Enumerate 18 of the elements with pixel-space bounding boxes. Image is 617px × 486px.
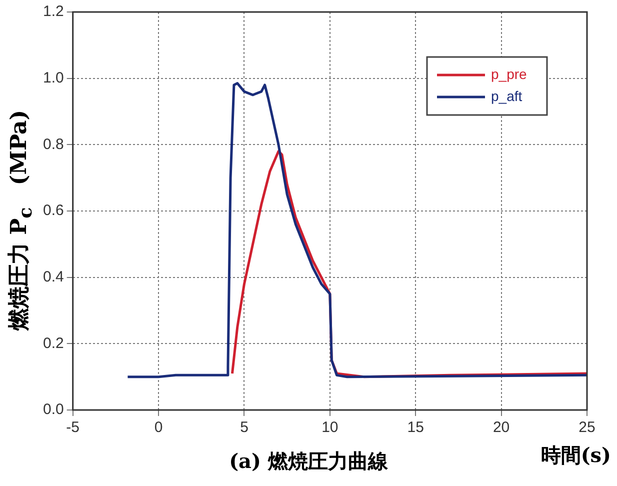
y-tick-label: 1.0 (42, 69, 64, 86)
x-tick-label: 20 (492, 419, 510, 436)
y-tick-label: 0.4 (42, 268, 64, 286)
x-tick-label: 0 (154, 419, 163, 436)
y-tick-label: 0.0 (42, 401, 64, 418)
x-tick-label: 15 (407, 419, 424, 436)
x-tick-label: 25 (578, 419, 596, 436)
y-tick-label: 1.2 (42, 3, 64, 20)
legend-label: p_aft (491, 88, 522, 104)
x-tick-label: 5 (240, 419, 248, 436)
x-tick-label: 10 (322, 419, 338, 436)
text: (a) 燃焼圧力曲線 (229, 449, 388, 473)
x-axis-title: 時間(s) (540, 442, 611, 469)
x-tick-label: -5 (66, 419, 80, 436)
legend-label: p_pre (491, 66, 528, 82)
y-tick-label: 0.8 (42, 136, 64, 153)
y-tick-label: 0.6 (42, 202, 64, 220)
y-tick-label: 0.2 (42, 334, 64, 352)
